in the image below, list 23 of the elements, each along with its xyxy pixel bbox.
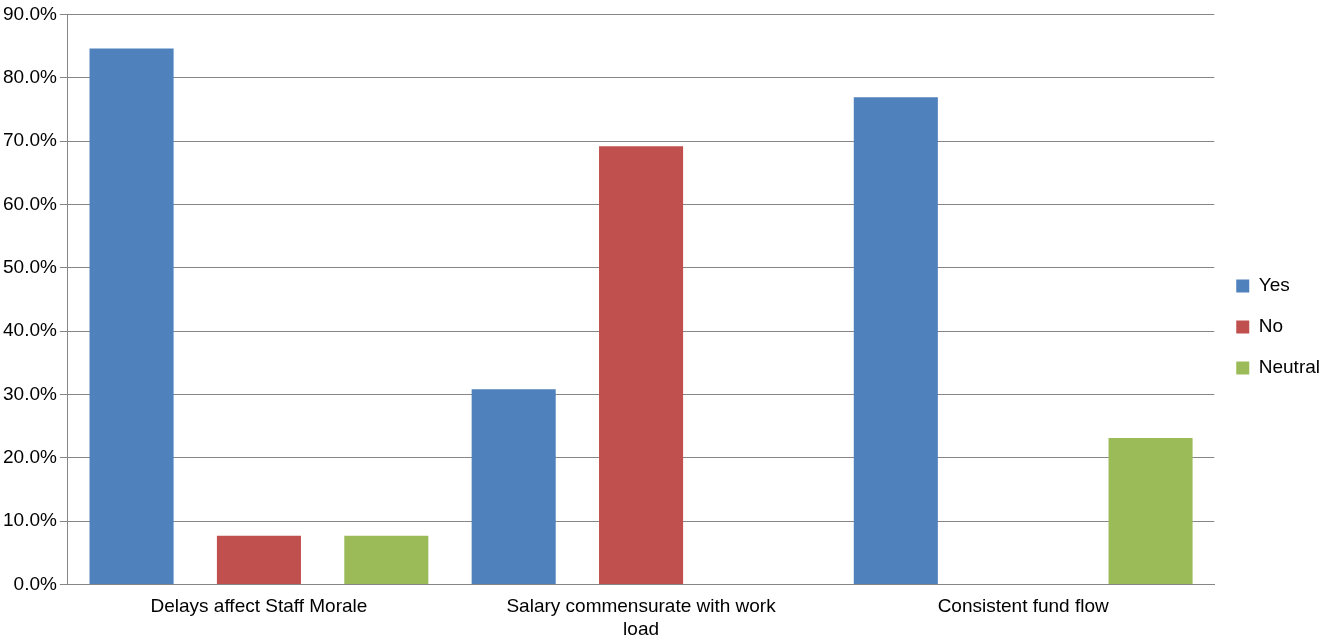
y-tick-label: 0.0% [13, 572, 57, 594]
x-tick-label: Salary commensurate with work load [506, 595, 777, 639]
y-tick-label: 70.0% [3, 129, 57, 151]
bar [599, 146, 684, 584]
x-tick-label: Delays affect Staff Morale [150, 595, 368, 617]
y-tick-label: 80.0% [3, 65, 57, 87]
bar [1108, 438, 1193, 584]
y-tick-label: 10.0% [3, 509, 57, 531]
y-tick-label: 60.0% [3, 192, 57, 214]
legend-label: Yes [1258, 274, 1290, 296]
y-tick-label: 50.0% [3, 255, 57, 277]
legend-label: Neutral [1258, 356, 1320, 378]
legend-label: No [1258, 315, 1284, 337]
y-tick-label: 30.0% [3, 382, 57, 404]
x-tick-label: Consistent fund flow [937, 595, 1110, 617]
bar [216, 535, 301, 584]
y-tick-label: 20.0% [3, 445, 57, 467]
y-tick-label: 40.0% [3, 319, 57, 341]
bar [471, 389, 556, 584]
bar [344, 535, 429, 584]
bar [89, 48, 174, 584]
bar [853, 97, 938, 584]
y-tick-label: 90.0% [3, 2, 57, 24]
